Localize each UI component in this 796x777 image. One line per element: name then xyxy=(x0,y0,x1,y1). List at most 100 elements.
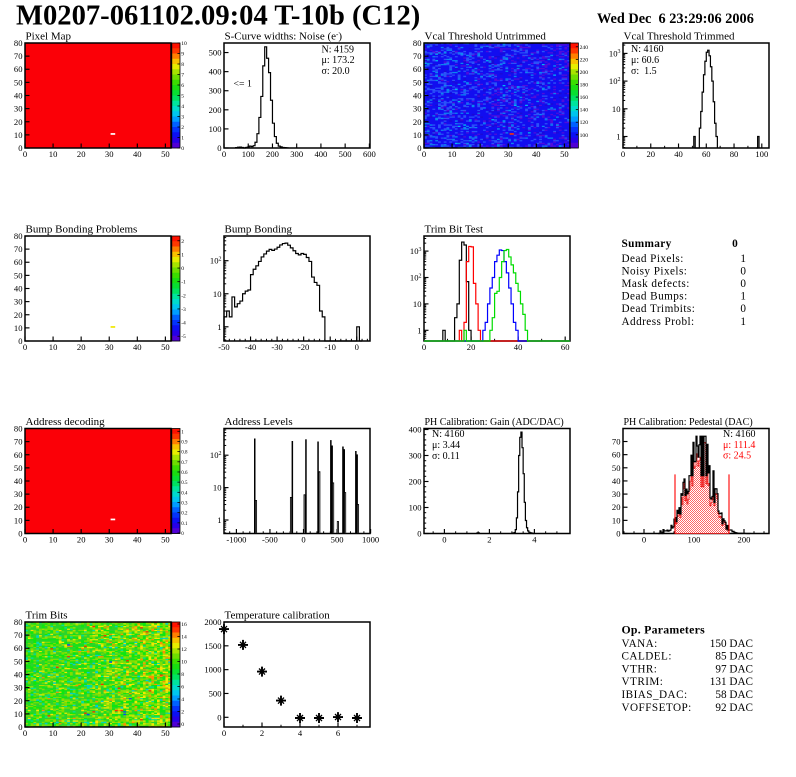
svg-text:40: 40 xyxy=(532,149,541,159)
svg-text:40: 40 xyxy=(14,91,23,101)
svg-text:16: 16 xyxy=(181,622,187,628)
svg-text:20: 20 xyxy=(467,342,476,352)
svg-text:20: 20 xyxy=(612,502,621,512)
svg-text:103: 103 xyxy=(410,246,422,256)
svg-text:-3: -3 xyxy=(181,307,186,313)
svg-text:102: 102 xyxy=(410,273,422,283)
svg-text:50: 50 xyxy=(560,149,569,159)
svg-text:200: 200 xyxy=(738,535,751,545)
svg-text:60: 60 xyxy=(14,64,23,74)
svg-text:10: 10 xyxy=(612,104,621,114)
svg-text:1: 1 xyxy=(616,132,620,142)
svg-text:0: 0 xyxy=(616,529,620,539)
svg-text:0: 0 xyxy=(621,149,625,159)
svg-text:100: 100 xyxy=(209,124,222,134)
svg-text:50: 50 xyxy=(161,342,170,352)
svg-text:10: 10 xyxy=(49,149,58,159)
svg-text:σ: 1.5: σ: 1.5 xyxy=(631,66,657,77)
svg-text:Wed Dec 6 23:29:06 2006: Wed Dec 6 23:29:06 2006 xyxy=(597,11,754,27)
svg-text:50: 50 xyxy=(14,270,23,280)
svg-text:Pixel Map: Pixel Map xyxy=(26,31,72,43)
svg-text:100: 100 xyxy=(409,503,422,513)
svg-text:S-Curve widths: Noise (e-): S-Curve widths: Noise (e-) xyxy=(225,31,343,43)
svg-text:1: 1 xyxy=(181,430,184,435)
svg-text:0.1: 0.1 xyxy=(181,522,188,527)
svg-text:40: 40 xyxy=(133,535,142,545)
svg-text:0: 0 xyxy=(355,342,359,352)
svg-text:0.6: 0.6 xyxy=(181,471,188,476)
svg-text:40: 40 xyxy=(413,91,422,101)
svg-text:6: 6 xyxy=(336,728,341,738)
svg-text:N: 4160: N: 4160 xyxy=(432,429,465,440)
svg-text:0.8: 0.8 xyxy=(181,451,188,456)
svg-text:30: 30 xyxy=(612,489,621,499)
svg-text:180: 180 xyxy=(580,83,589,89)
svg-text:20: 20 xyxy=(77,149,86,159)
svg-text:8: 8 xyxy=(181,672,184,678)
svg-text:0: 0 xyxy=(442,535,446,545)
svg-text:20: 20 xyxy=(14,696,23,706)
svg-text:0.4: 0.4 xyxy=(181,491,188,496)
svg-text:0: 0 xyxy=(222,728,226,738)
svg-text:20: 20 xyxy=(413,117,422,127)
svg-text:Summary: Summary xyxy=(622,238,672,250)
svg-text:50: 50 xyxy=(413,77,422,87)
svg-text:20: 20 xyxy=(77,535,86,545)
svg-text:600: 600 xyxy=(363,149,376,159)
svg-text:PH Calibration: Gain (ADC/DAC): PH Calibration: Gain (ADC/DAC) xyxy=(425,417,564,428)
svg-text:70: 70 xyxy=(14,630,23,640)
svg-text:160: 160 xyxy=(580,95,589,101)
svg-text:10: 10 xyxy=(213,289,222,299)
svg-text:150 DAC: 150 DAC xyxy=(710,638,753,650)
svg-text:Vcal Threshold Untrimmed: Vcal Threshold Untrimmed xyxy=(425,31,547,43)
svg-text:30: 30 xyxy=(105,342,114,352)
svg-text:Bump Bonding: Bump Bonding xyxy=(225,224,293,236)
svg-text:μ: 173.2: μ: 173.2 xyxy=(322,55,355,66)
svg-text:0.5: 0.5 xyxy=(181,481,188,486)
svg-text:120: 120 xyxy=(580,120,589,126)
svg-text:0: 0 xyxy=(217,143,221,153)
svg-text:σ: 20.0: σ: 20.0 xyxy=(322,66,350,77)
svg-text:0: 0 xyxy=(181,266,184,272)
svg-text:4: 4 xyxy=(298,728,303,738)
svg-text:50: 50 xyxy=(161,728,170,738)
svg-text:200: 200 xyxy=(266,149,279,159)
svg-text:1500: 1500 xyxy=(204,641,221,651)
svg-text:60: 60 xyxy=(14,257,23,267)
svg-text:50: 50 xyxy=(612,463,621,473)
svg-text:85 DAC: 85 DAC xyxy=(715,651,753,663)
svg-text:40: 40 xyxy=(14,476,23,486)
svg-text:1: 1 xyxy=(217,322,221,332)
svg-text:0: 0 xyxy=(217,712,221,722)
svg-text:Vcal Threshold Trimmed: Vcal Threshold Trimmed xyxy=(624,31,736,43)
svg-text:1: 1 xyxy=(740,253,746,265)
svg-text:50: 50 xyxy=(14,77,23,87)
svg-text:Address Probl:: Address Probl: xyxy=(622,316,695,328)
svg-text:300: 300 xyxy=(290,149,303,159)
svg-text:2000: 2000 xyxy=(204,617,221,627)
svg-text:2: 2 xyxy=(181,710,184,716)
svg-text:30: 30 xyxy=(14,683,23,693)
svg-text:10: 10 xyxy=(14,323,23,333)
svg-text:-4: -4 xyxy=(181,321,186,327)
svg-text:10: 10 xyxy=(612,515,621,525)
svg-text:102: 102 xyxy=(609,76,621,86)
svg-text:0: 0 xyxy=(732,238,738,250)
svg-text:M0207-061102.09:04 T-10b (C12): M0207-061102.09:04 T-10b (C12) xyxy=(16,0,420,31)
svg-text:8: 8 xyxy=(181,62,184,68)
svg-text:Bump Bonding Problems: Bump Bonding Problems xyxy=(26,224,138,236)
svg-text:N: 4160: N: 4160 xyxy=(723,429,756,440)
svg-text:140: 140 xyxy=(580,108,589,114)
svg-text:2: 2 xyxy=(181,239,184,245)
svg-text:0: 0 xyxy=(18,143,22,153)
svg-text:10: 10 xyxy=(14,515,23,525)
svg-text:400: 400 xyxy=(314,149,327,159)
svg-text:0: 0 xyxy=(181,146,184,152)
svg-text:1: 1 xyxy=(740,316,746,328)
svg-text:<= 1: <= 1 xyxy=(234,79,252,90)
svg-text:80: 80 xyxy=(14,617,23,627)
svg-text:4: 4 xyxy=(181,697,184,703)
svg-text:7: 7 xyxy=(181,73,184,79)
svg-text:60: 60 xyxy=(561,342,570,352)
svg-text:4: 4 xyxy=(181,104,184,110)
